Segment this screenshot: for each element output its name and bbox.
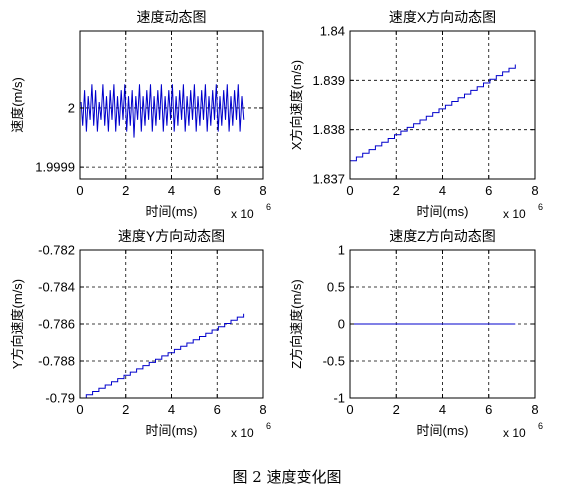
y-tick-label: 1.838 (312, 122, 345, 137)
x-multiplier: x 10 (231, 207, 254, 221)
chart-title: 速度Y方向动态图 (118, 228, 225, 244)
x-tick-label: 8 (259, 183, 266, 198)
x-axis-label: 时间(ms) (146, 423, 198, 438)
y-tick-label: 1 (338, 243, 345, 258)
x-tick-label: 2 (393, 402, 400, 417)
y-tick-label: -0.786 (38, 317, 75, 332)
x-tick-label: 0 (346, 183, 353, 198)
x-tick-label: 2 (393, 183, 400, 198)
x-tick-label: 2 (122, 402, 129, 417)
y-tick-label: -0.782 (38, 243, 75, 258)
y-axis-label: Y方向速度(m/s) (10, 279, 25, 369)
series-line (80, 313, 245, 399)
x-multiplier: x 10 (503, 207, 526, 221)
figure-caption: 图 2 速度变化图 (232, 468, 342, 486)
y-tick-label: -0.784 (38, 280, 75, 295)
y-tick-label: 1.84 (320, 24, 345, 39)
y-tick-label: 1.837 (312, 172, 345, 187)
subplot-3: 0 2 4 6 8-0.79-0.788-0.786-0.784-0.782速度Y方向动… (10, 228, 271, 440)
x-tick-label: 0 (76, 183, 83, 198)
x-tick-label: 6 (485, 402, 492, 417)
x-multiplier-exponent: 6 (266, 421, 271, 431)
x-axis-label: 时间(ms) (146, 204, 198, 219)
x-tick-label: 8 (259, 402, 266, 417)
y-axis-label: 速度(m/s) (10, 77, 25, 133)
chart-title: 速度动态图 (137, 9, 207, 25)
x-multiplier-exponent: 6 (538, 202, 543, 212)
x-tick-label: 6 (214, 402, 221, 417)
x-multiplier: x 10 (231, 426, 254, 440)
x-tick-label: 4 (168, 402, 175, 417)
subplot-2: 0 2 4 6 81.8371.8381.8391.84速度X方向动态图时间(ms)X方… (289, 9, 543, 221)
y-tick-label: -0.788 (38, 354, 75, 369)
x-tick-label: 4 (439, 402, 446, 417)
x-axis-label: 时间(ms) (417, 204, 469, 219)
x-tick-label: 0 (76, 402, 83, 417)
x-tick-label: 4 (168, 183, 175, 198)
y-tick-label: 1.839 (312, 73, 345, 88)
y-tick-label: 2 (68, 100, 75, 115)
y-tick-label: -0.5 (323, 354, 345, 369)
y-tick-label: -1 (333, 391, 345, 406)
series-line (80, 84, 245, 138)
x-tick-label: 2 (122, 183, 129, 198)
x-multiplier-exponent: 6 (538, 421, 543, 431)
y-tick-label: 0.5 (327, 280, 345, 295)
y-tick-label: -0.79 (45, 391, 75, 406)
y-tick-label: 1.9999 (35, 160, 75, 175)
x-tick-label: 0 (346, 402, 353, 417)
chart-title: 速度Z方向动态图 (389, 228, 496, 244)
y-tick-label: 0 (338, 317, 345, 332)
x-tick-label: 6 (485, 183, 492, 198)
chart-title: 速度X方向动态图 (389, 9, 496, 25)
x-tick-label: 4 (439, 183, 446, 198)
subplot-4: 0 2 4 6 8-1-0.500.51速度Z方向动态图时间(ms)Z方向速度(m/s)… (289, 228, 543, 440)
x-tick-label: 8 (531, 402, 538, 417)
x-multiplier: x 10 (503, 426, 526, 440)
x-multiplier-exponent: 6 (266, 202, 271, 212)
x-tick-label: 6 (214, 183, 221, 198)
x-axis-label: 时间(ms) (417, 423, 469, 438)
x-tick-label: 8 (531, 183, 538, 198)
y-axis-label: Z方向速度(m/s) (289, 279, 304, 369)
series-line (350, 64, 516, 162)
y-axis-label: X方向速度(m/s) (289, 60, 304, 150)
